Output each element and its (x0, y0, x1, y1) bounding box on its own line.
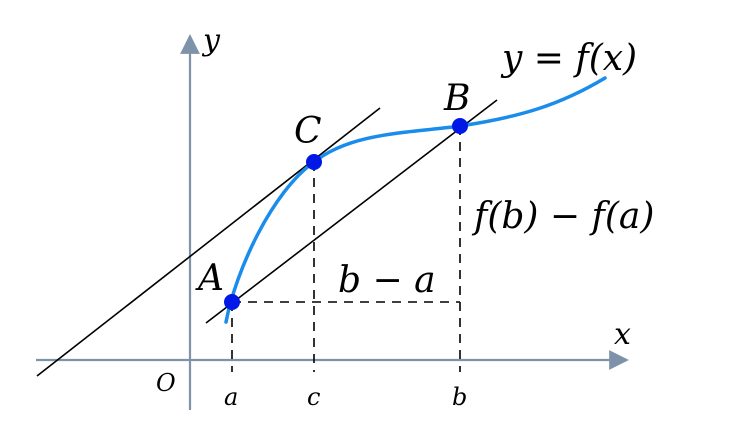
point-b-label: B (443, 78, 470, 119)
secant-line-ab (205, 99, 498, 324)
point-c-label: C (294, 111, 322, 152)
tangent-line-at-c (36, 107, 381, 377)
tick-label-b: b (452, 383, 467, 411)
vertical-difference-label: f(b) − f(a) (471, 196, 654, 237)
y-axis-label: y (201, 23, 221, 58)
horizontal-difference-label: b − a (338, 260, 436, 301)
x-axis-label: x (614, 317, 631, 352)
point-c (306, 154, 322, 170)
point-a (224, 294, 240, 310)
point-b (452, 118, 468, 134)
function-curve (224, 76, 607, 324)
tick-label-a: a (224, 383, 238, 411)
point-a-label: A (195, 258, 224, 299)
curve-label: y = f(x) (500, 38, 637, 79)
tick-label-c: c (307, 383, 320, 411)
origin-label: O (156, 369, 176, 397)
